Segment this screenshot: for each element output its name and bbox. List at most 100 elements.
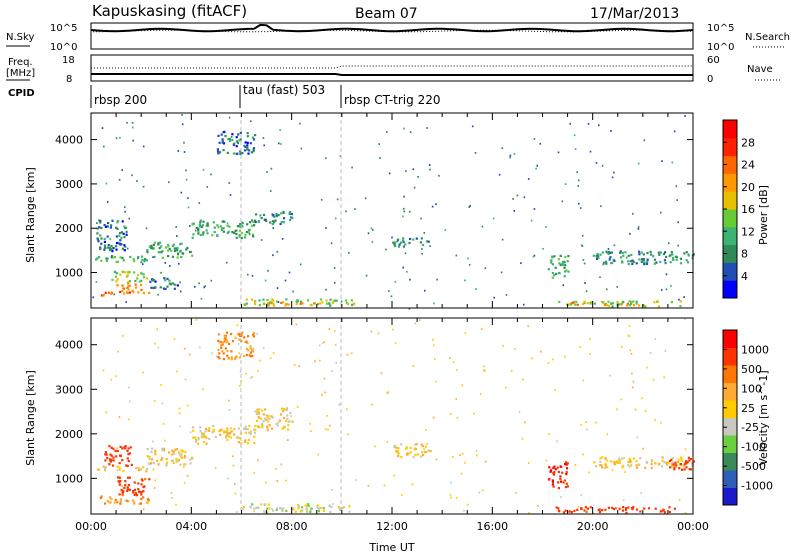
velocity-cell (287, 424, 290, 427)
power-speck (185, 169, 187, 172)
velocity-cell (253, 431, 257, 434)
power-speck (404, 252, 407, 255)
velocity-cell (570, 511, 573, 514)
velocity-cell (301, 509, 304, 512)
power-speck (299, 263, 302, 266)
velocity-cell (278, 419, 281, 422)
power-cell (613, 259, 616, 262)
power-cell (295, 303, 298, 306)
power-cell (269, 301, 272, 304)
power-cell (627, 260, 630, 263)
velocity-speck (314, 360, 316, 363)
power-cell (124, 245, 127, 248)
velocity-cell (240, 442, 243, 445)
velocity-cell (178, 453, 181, 456)
colorbar-swatch (723, 330, 737, 348)
power-cell (244, 141, 247, 144)
velocity-cell (111, 464, 115, 467)
velocity-cell (635, 466, 639, 469)
power-speck (632, 212, 634, 215)
velocity-cell (146, 455, 149, 458)
colorbar-swatch (723, 470, 737, 488)
power-cell (419, 241, 422, 244)
colorbar-tick-label: -25 (741, 421, 759, 434)
power-cell (641, 258, 644, 261)
velocity-speck (412, 365, 415, 367)
velocity-speck (678, 499, 681, 501)
power-cell (346, 303, 350, 306)
velocity-speck (414, 322, 417, 325)
power-cell (326, 302, 329, 305)
velocity-speck (684, 512, 687, 514)
velocity-speck (658, 462, 661, 465)
power-speck (210, 279, 213, 282)
velocity-cell (136, 494, 139, 497)
velocity-cell (244, 428, 247, 431)
velocity-speck (521, 437, 524, 440)
velocity-cell (124, 445, 127, 448)
power-cell (172, 243, 175, 246)
velocity-speck (142, 508, 145, 511)
power-cell (290, 212, 293, 216)
power-cell (607, 250, 611, 253)
velocity-cell (600, 464, 603, 467)
power-speck (333, 267, 336, 269)
power-speck (523, 196, 526, 199)
power-speck (131, 122, 134, 124)
power-speck (230, 136, 233, 138)
power-cell (123, 225, 126, 228)
power-cell (332, 300, 335, 303)
velocity-speck (467, 503, 469, 506)
velocity-cell (226, 429, 229, 432)
velocity-cell (266, 425, 269, 428)
velocity-cell (110, 454, 113, 457)
velocity-cell (175, 448, 178, 451)
velocity-cell (282, 408, 285, 411)
velocity-speck (545, 459, 548, 462)
velocity-cell (687, 456, 690, 459)
velocity-cell (264, 408, 267, 411)
power-cell (197, 228, 200, 231)
power-cell (216, 148, 219, 151)
velocity-cell (611, 506, 614, 509)
power-speck (137, 257, 139, 260)
power-cell (166, 277, 169, 280)
velocity-cell (140, 490, 143, 494)
velocity-speck (251, 375, 253, 378)
velocity-speck (160, 384, 162, 386)
power-cell (251, 233, 255, 236)
velocity-cell (248, 354, 251, 357)
power-cell (120, 231, 123, 234)
velocity-speck (285, 479, 287, 482)
power-speck (661, 160, 663, 162)
power-speck (542, 247, 544, 250)
velocity-cell (115, 455, 118, 458)
power-ytick-label: 2000 (55, 222, 83, 235)
power-cell (244, 236, 247, 239)
power-speck (498, 173, 501, 176)
power-speck (665, 288, 668, 291)
velocity-cell (140, 497, 143, 500)
freq-label: Freq. (8, 57, 33, 68)
velocity-cell (192, 436, 195, 439)
velocity-cell (566, 485, 569, 488)
velocity-cell (230, 430, 233, 433)
power-speck (412, 168, 415, 171)
power-speck (527, 178, 530, 180)
velocity-cell (680, 458, 683, 461)
velocity-cell (555, 506, 558, 509)
x-axis-title: Time UT (368, 541, 414, 554)
power-speck (168, 181, 170, 184)
velocity-speck (310, 430, 312, 432)
power-speck (367, 232, 370, 235)
velocity-cell (565, 473, 568, 476)
velocity-cell (180, 455, 183, 458)
velocity-cell (665, 461, 668, 464)
power-cell (121, 270, 124, 273)
power-cell (108, 291, 111, 294)
velocity-speck (287, 439, 289, 441)
velocity-cell (222, 358, 225, 361)
velocity-cell (396, 449, 399, 453)
velocity-cell (194, 438, 198, 441)
velocity-cell (254, 424, 257, 427)
